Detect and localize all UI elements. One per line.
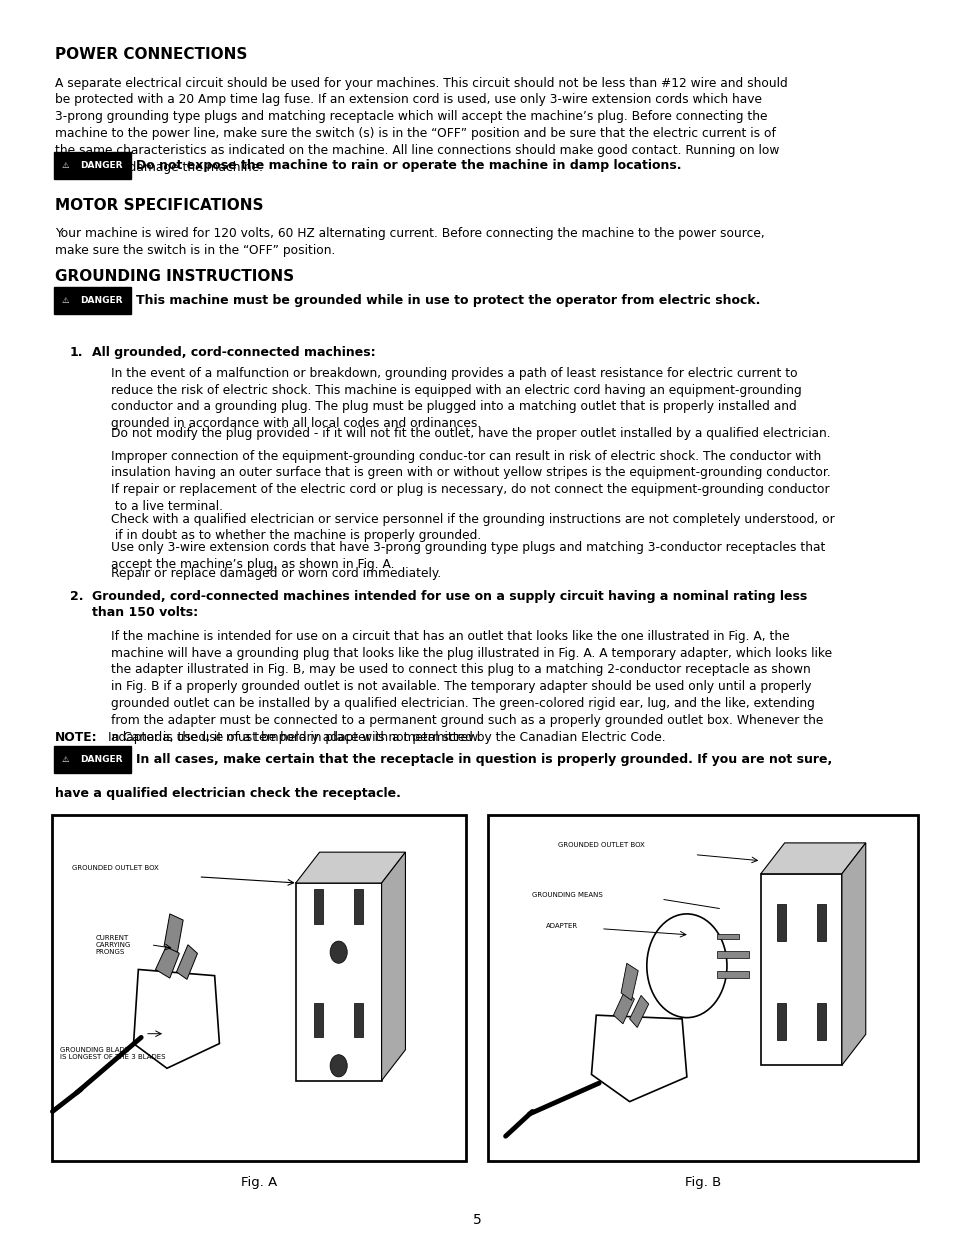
- Text: ⚠: ⚠: [61, 295, 69, 305]
- Bar: [52, 815, 465, 1161]
- Polygon shape: [717, 971, 748, 978]
- Text: ⚠: ⚠: [61, 161, 69, 170]
- Polygon shape: [717, 951, 748, 958]
- Polygon shape: [176, 945, 197, 979]
- Text: DANGER: DANGER: [80, 161, 122, 170]
- Bar: [314, 1003, 323, 1037]
- Text: Use only 3-wire extension cords that have 3-prong grounding type plugs and match: Use only 3-wire extension cords that hav…: [111, 541, 824, 571]
- Polygon shape: [760, 842, 865, 874]
- Polygon shape: [717, 934, 739, 939]
- Text: Check with a qualified electrician or service personnel if the grounding instruc: Check with a qualified electrician or se…: [111, 513, 834, 542]
- Text: GROUNDED OUTLET BOX: GROUNDED OUTLET BOX: [558, 842, 644, 848]
- FancyBboxPatch shape: [54, 152, 131, 179]
- Text: All grounded, cord-connected machines:: All grounded, cord-connected machines:: [91, 346, 375, 359]
- Text: If the machine is intended for use on a circuit that has an outlet that looks li: If the machine is intended for use on a …: [111, 630, 831, 743]
- Bar: [776, 1003, 785, 1040]
- Text: Do not modify the plug provided - if it will not fit the outlet, have the proper: Do not modify the plug provided - if it …: [111, 427, 829, 441]
- Circle shape: [330, 941, 347, 963]
- Text: NOTE:: NOTE:: [55, 731, 98, 745]
- Text: In Canada, the use of a temporary adapter is not permitted by the Canadian Elect: In Canada, the use of a temporary adapte…: [108, 731, 665, 745]
- Text: GROUNDING BLADE
IS LONGEST OF THE 3 BLADES: GROUNDING BLADE IS LONGEST OF THE 3 BLAD…: [60, 1047, 166, 1061]
- Text: DANGER: DANGER: [80, 295, 122, 305]
- Bar: [488, 815, 917, 1161]
- Text: In all cases, make certain that the receptacle in question is properly grounded.: In all cases, make certain that the rece…: [136, 753, 832, 766]
- Text: GROUNDING INSTRUCTIONS: GROUNDING INSTRUCTIONS: [55, 269, 294, 284]
- Text: Your machine is wired for 120 volts, 60 HZ alternating current. Before connectin: Your machine is wired for 120 volts, 60 …: [55, 227, 764, 257]
- Text: POWER CONNECTIONS: POWER CONNECTIONS: [55, 47, 248, 62]
- Bar: [816, 904, 825, 941]
- Text: Fig. A: Fig. A: [241, 1176, 276, 1189]
- Circle shape: [330, 1055, 347, 1077]
- Circle shape: [646, 914, 726, 1018]
- Polygon shape: [164, 914, 183, 952]
- Text: ADAPTER: ADAPTER: [545, 923, 578, 929]
- Bar: [816, 1003, 825, 1040]
- Text: Improper connection of the equipment-grounding conduc-tor can result in risk of : Improper connection of the equipment-gro…: [111, 450, 829, 513]
- Text: DANGER: DANGER: [80, 755, 122, 764]
- Polygon shape: [591, 1015, 686, 1102]
- Bar: [760, 874, 841, 1065]
- Text: A separate electrical circuit should be used for your machines. This circuit sho: A separate electrical circuit should be …: [55, 77, 787, 174]
- FancyBboxPatch shape: [54, 287, 131, 314]
- Polygon shape: [295, 852, 405, 883]
- Text: Do not expose the machine to rain or operate the machine in damp locations.: Do not expose the machine to rain or ope…: [136, 159, 681, 172]
- Polygon shape: [629, 995, 648, 1028]
- Text: 2.: 2.: [70, 590, 83, 604]
- Text: 1.: 1.: [70, 346, 83, 359]
- Text: Grounded, cord-connected machines intended for use on a supply circuit having a : Grounded, cord-connected machines intend…: [91, 590, 806, 619]
- Bar: [354, 889, 363, 924]
- Polygon shape: [620, 963, 638, 1000]
- Text: 5: 5: [472, 1213, 481, 1226]
- FancyBboxPatch shape: [54, 746, 131, 773]
- Text: GROUNDING MEANS: GROUNDING MEANS: [532, 892, 602, 898]
- Polygon shape: [133, 969, 219, 1068]
- Polygon shape: [841, 842, 865, 1065]
- Text: Repair or replace damaged or worn cord immediately.: Repair or replace damaged or worn cord i…: [111, 567, 440, 580]
- Text: ⚠: ⚠: [61, 755, 69, 764]
- Bar: [776, 904, 785, 941]
- Text: In the event of a malfunction or breakdown, grounding provides a path of least r: In the event of a malfunction or breakdo…: [111, 367, 801, 430]
- Polygon shape: [381, 852, 405, 1081]
- Text: CURRENT
CARRYING
PRONGS: CURRENT CARRYING PRONGS: [95, 935, 131, 955]
- Text: have a qualified electrician check the receptacle.: have a qualified electrician check the r…: [55, 787, 401, 800]
- Bar: [314, 889, 323, 924]
- Text: Fig. B: Fig. B: [684, 1176, 720, 1189]
- Text: This machine must be grounded while in use to protect the operator from electric: This machine must be grounded while in u…: [136, 294, 760, 306]
- Text: MOTOR SPECIFICATIONS: MOTOR SPECIFICATIONS: [55, 198, 264, 212]
- Polygon shape: [155, 945, 179, 978]
- Bar: [354, 1003, 363, 1037]
- Bar: [295, 883, 381, 1081]
- Polygon shape: [613, 990, 634, 1024]
- Text: GROUNDED OUTLET BOX: GROUNDED OUTLET BOX: [71, 864, 158, 871]
